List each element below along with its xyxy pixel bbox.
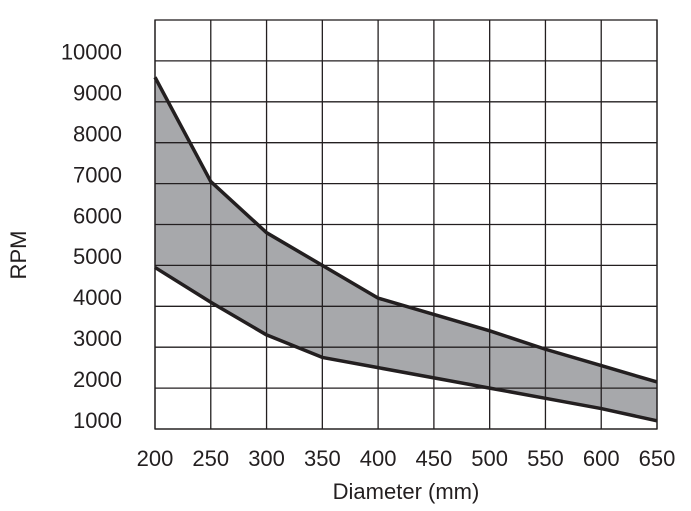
y-tick-label: 3000 xyxy=(73,326,122,351)
x-tick-label: 250 xyxy=(192,446,229,471)
y-tick-label: 6000 xyxy=(73,203,122,228)
series-line xyxy=(154,265,658,423)
x-axis-label: Diameter (mm) xyxy=(333,479,480,504)
x-tick-label: 300 xyxy=(248,446,285,471)
x-tick-label: 500 xyxy=(471,446,508,471)
x-tick-label: 600 xyxy=(583,446,620,471)
plot-frame xyxy=(154,19,658,430)
y-tick-label: 5000 xyxy=(73,244,122,269)
y-tick-label: 10000 xyxy=(61,40,122,65)
y-tick-label: 4000 xyxy=(73,285,122,310)
x-tick-label: 200 xyxy=(137,446,174,471)
x-tick-label: 350 xyxy=(304,446,341,471)
x-tick-label: 450 xyxy=(416,446,453,471)
y-tick-label: 7000 xyxy=(73,162,122,187)
x-tick-label: 550 xyxy=(527,446,564,471)
x-tick-label: 650 xyxy=(639,446,676,471)
y-axis-label: RPM xyxy=(6,231,31,280)
y-tick-label: 1000 xyxy=(73,408,122,433)
range-area xyxy=(155,77,657,421)
y-tick-label: 9000 xyxy=(73,81,122,106)
series-line xyxy=(153,76,658,384)
y-tick-label: 2000 xyxy=(73,367,122,392)
x-tick-label: 400 xyxy=(360,446,397,471)
y-tick-label: 8000 xyxy=(73,122,122,147)
